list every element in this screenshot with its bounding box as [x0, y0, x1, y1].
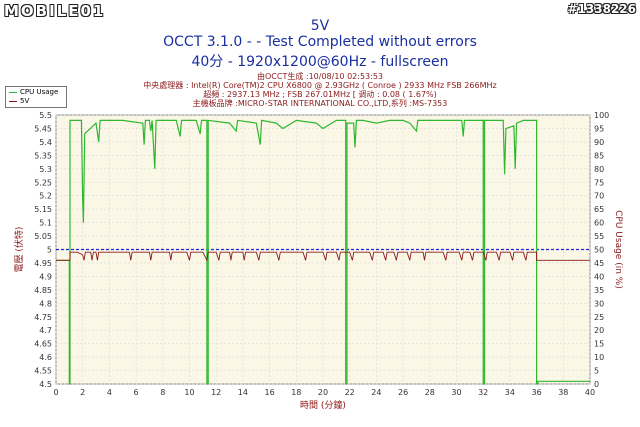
y2-tick-label: 0 — [594, 380, 599, 389]
y2-tick-label: 60 — [594, 219, 604, 228]
x-tick-label: 38 — [558, 388, 568, 397]
y-tick-label: 4.7 — [39, 326, 52, 335]
y-tick-label: 4.95 — [34, 259, 52, 268]
y-tick-label: 5.15 — [34, 205, 52, 214]
legend-item-cpu-usage: CPU Usage — [9, 88, 58, 97]
x-axis-label: 時間 (分鐘) — [300, 399, 346, 411]
legend-label-cpu: CPU Usage — [20, 88, 59, 96]
legend-label-5v: 5V — [20, 97, 30, 105]
y2-tick-label: 80 — [594, 165, 604, 174]
y2-tick-label: 85 — [594, 151, 604, 160]
x-tick-label: 14 — [238, 388, 248, 397]
y2-tick-label: 40 — [594, 272, 604, 281]
y-tick-label: 5.4 — [39, 138, 52, 147]
info-cpu: 中央處理器 : Intel(R) Core(TM)2 CPU X6800 @ 2… — [143, 81, 497, 90]
x-tick-label: 6 — [134, 388, 139, 397]
x-tick-label: 30 — [451, 388, 461, 397]
x-tick-label: 34 — [505, 388, 515, 397]
x-tick-label: 24 — [371, 388, 381, 397]
y-tick-label: 5.05 — [34, 232, 52, 241]
info-motherboard: 主機板品牌 :MICRO-STAR INTERNATIONAL CO.,LTD,… — [192, 99, 448, 108]
y-tick-label: 4.6 — [39, 353, 52, 362]
y-tick-label: 5.5 — [39, 111, 52, 120]
y2-tick-label: 75 — [594, 178, 604, 187]
x-tick-label: 40 — [585, 388, 595, 397]
y-tick-label: 4.8 — [39, 299, 52, 308]
chart-title: 5V — [310, 18, 330, 34]
x-tick-label: 32 — [478, 388, 488, 397]
series-line-5v — [56, 251, 590, 262]
y2-tick-label: 35 — [594, 286, 604, 295]
y2-tick-label: 15 — [594, 340, 604, 349]
y-tick-label: 4.5 — [39, 380, 52, 389]
y2-tick-label: 65 — [594, 205, 604, 214]
y-tick-label: 4.85 — [34, 286, 52, 295]
x-tick-label: 10 — [184, 388, 194, 397]
chart-subtitle-resolution: 40分 - 1920x1200@60Hz - fullscreen — [191, 54, 449, 70]
x-tick-label: 26 — [398, 388, 408, 397]
x-tick-label: 12 — [211, 388, 221, 397]
info-generated: 由OCCT生成 :10/08/10 02:53:53 — [257, 72, 383, 81]
watermark-logo: MOBILE01 — [4, 2, 106, 20]
x-tick-label: 18 — [291, 388, 301, 397]
y-tick-label: 5.35 — [34, 151, 52, 160]
y2-tick-label: 10 — [594, 353, 604, 362]
legend: CPU Usage 5V — [5, 86, 67, 108]
y2-tick-label: 5 — [594, 367, 599, 376]
y-tick-label: 5.3 — [39, 165, 52, 174]
x-tick-label: 4 — [107, 388, 112, 397]
y2-tick-label: 100 — [594, 111, 609, 120]
y2-tick-label: 45 — [594, 259, 604, 268]
legend-swatch-5v — [9, 100, 17, 102]
y2-tick-label: 25 — [594, 313, 604, 322]
photo-id: #1338226 — [567, 2, 636, 16]
y-tick-label: 4.55 — [34, 367, 52, 376]
x-tick-label: 22 — [345, 388, 355, 397]
x-tick-label: 2 — [80, 388, 85, 397]
y-tick-label: 4.9 — [39, 272, 52, 281]
x-tick-label: 8 — [160, 388, 165, 397]
y-tick-label: 4.75 — [34, 313, 52, 322]
y-tick-label: 5 — [47, 246, 52, 255]
x-tick-label: 20 — [318, 388, 328, 397]
y2-tick-label: 95 — [594, 124, 604, 133]
y-tick-label: 5.1 — [39, 219, 52, 228]
y-tick-label: 5.25 — [34, 178, 52, 187]
y2-tick-label: 20 — [594, 326, 604, 335]
y2-tick-label: 30 — [594, 299, 604, 308]
y-tick-label: 5.45 — [34, 124, 52, 133]
x-tick-label: 0 — [53, 388, 58, 397]
y-axis-label: 電壓 (伏特) — [13, 227, 25, 273]
series-line-cpu-usage — [56, 119, 590, 385]
y2-tick-label: 55 — [594, 232, 604, 241]
info-overclock: 超頻 : 2937.13 MHz ; FSB 267.01MHz [ 调动 : … — [203, 90, 437, 99]
y2-tick-label: 70 — [594, 192, 604, 201]
legend-swatch-cpu — [9, 91, 17, 93]
y2-tick-label: 50 — [594, 246, 604, 255]
y-tick-label: 4.65 — [34, 340, 52, 349]
chart-subtitle-test: OCCT 3.1.0 - - Test Completed without er… — [163, 34, 477, 50]
y-tick-label: 5.2 — [39, 192, 52, 201]
x-tick-label: 36 — [532, 388, 542, 397]
y2-axis-label: CPU Usage (in %) — [613, 210, 623, 289]
y2-tick-label: 90 — [594, 138, 604, 147]
x-tick-label: 28 — [425, 388, 435, 397]
legend-item-5v: 5V — [9, 97, 29, 106]
x-tick-label: 16 — [265, 388, 275, 397]
